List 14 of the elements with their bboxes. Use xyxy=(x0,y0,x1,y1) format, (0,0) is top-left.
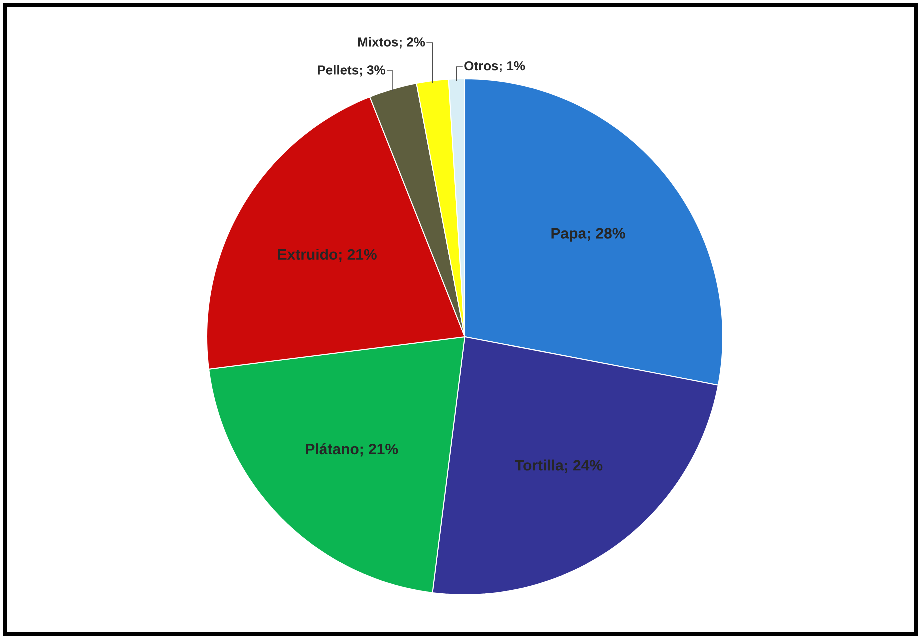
data-label: ; 24% xyxy=(565,460,603,473)
slice-label: Tortilla xyxy=(515,460,564,471)
slice-label: Pellets xyxy=(318,65,359,75)
data-label: ; 28% xyxy=(588,228,626,242)
data-label: ; 21% xyxy=(360,444,398,457)
data-label: ; 1% xyxy=(500,61,526,73)
slice-label: Plátano xyxy=(306,443,359,455)
data-label: ; 3% xyxy=(360,66,386,77)
slice-label: Mixtos xyxy=(358,37,398,47)
slice-label: Extruido xyxy=(278,248,338,260)
slice-label: Papa xyxy=(552,228,587,242)
data-label: ; 21% xyxy=(340,249,377,262)
slice-label: Otros xyxy=(464,61,498,71)
data-label: ; 2% xyxy=(400,38,426,49)
